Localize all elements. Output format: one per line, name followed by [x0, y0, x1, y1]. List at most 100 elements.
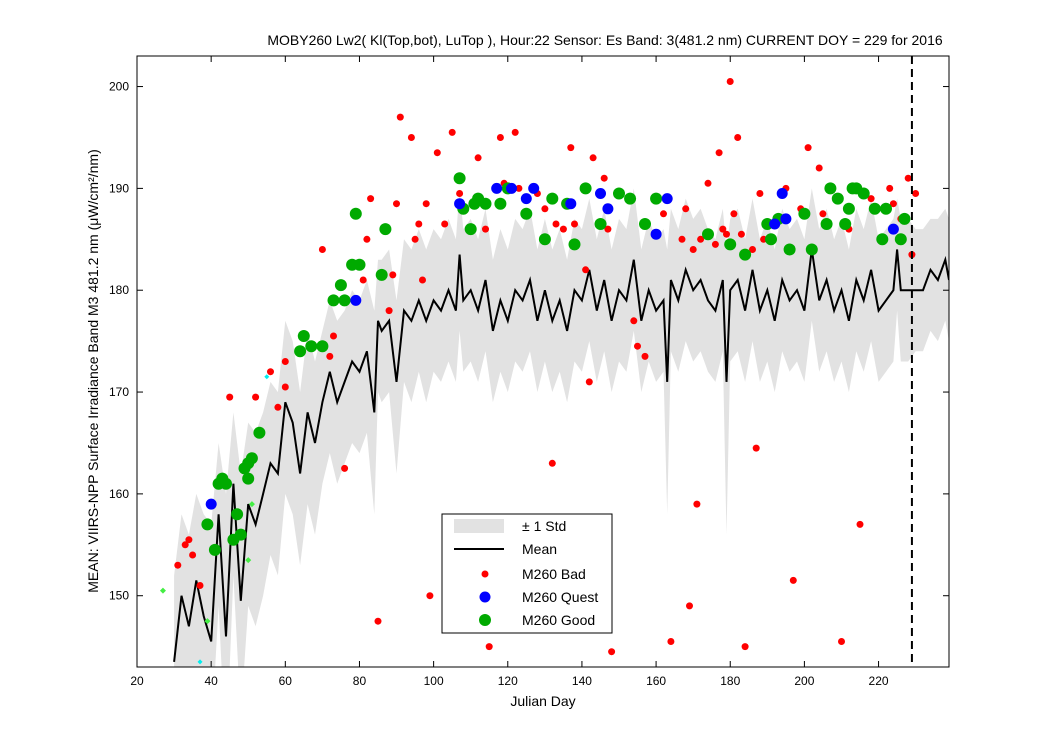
- legend-label-std: ± 1 Std: [522, 518, 566, 534]
- legend-label-quest: M260 Quest: [522, 589, 598, 605]
- bad-point: [185, 536, 193, 544]
- good-point: [624, 192, 637, 205]
- bad-point: [804, 144, 812, 152]
- good-point: [253, 426, 266, 439]
- good-point: [639, 218, 651, 230]
- bad-point: [174, 561, 182, 569]
- x-tick-label: 100: [424, 674, 444, 688]
- bad-point: [433, 149, 441, 157]
- bad-point: [281, 358, 289, 365]
- x-tick-label: 200: [794, 674, 814, 688]
- bad-point: [715, 149, 723, 157]
- x-tick-label: 120: [498, 674, 518, 688]
- bad-point: [726, 78, 734, 85]
- x-tick-label: 160: [646, 674, 666, 688]
- std-band: [174, 188, 949, 667]
- good-point: [231, 508, 244, 521]
- bad-point: [267, 368, 274, 376]
- good-point: [724, 238, 737, 251]
- bad-point: [589, 154, 597, 162]
- good-point: [305, 340, 318, 353]
- bad-point: [411, 235, 419, 243]
- good-point: [464, 223, 477, 236]
- bad-point: [711, 240, 719, 248]
- bad-point: [548, 459, 556, 467]
- good-point: [327, 294, 340, 307]
- good-point: [546, 192, 559, 205]
- good-point: [520, 207, 533, 220]
- legend-swatch-bad: [481, 570, 489, 578]
- y-axis-label: MEAN: VIIRS-NPP Surface Irradiance Band …: [85, 149, 101, 593]
- good-point: [538, 233, 551, 246]
- good-point: [831, 192, 844, 205]
- bad-point: [912, 190, 920, 197]
- good-point: [579, 182, 592, 195]
- quest-point: [506, 182, 517, 194]
- bad-point: [741, 643, 749, 651]
- axes: 20 40 60 80 100 120 140 160 180 200 220 150 160 170 18…: [109, 55, 950, 688]
- x-tick-label: 140: [572, 674, 592, 688]
- bad-point: [363, 235, 371, 243]
- good-point: [868, 202, 881, 215]
- bad-point: [693, 500, 701, 508]
- good-point: [820, 218, 833, 230]
- bad-point: [552, 220, 560, 228]
- legend-box: [441, 513, 613, 634]
- quest-point: [520, 193, 532, 205]
- bad-point: [571, 220, 578, 228]
- x-tick-label: 220: [869, 674, 889, 688]
- bad-point: [686, 602, 693, 610]
- good-point: [839, 218, 852, 230]
- bad-point: [456, 190, 464, 197]
- bad-point: [630, 317, 638, 325]
- bad-point: [634, 342, 641, 350]
- good-point: [898, 212, 911, 225]
- bad-point: [608, 648, 616, 656]
- bad-point: [667, 638, 675, 645]
- good-point: [824, 182, 837, 195]
- bad-point: [226, 393, 234, 401]
- legend-swatch-good: [479, 614, 491, 626]
- good-point: [876, 233, 889, 246]
- good-point: [208, 543, 221, 556]
- bad-point: [448, 128, 456, 136]
- bad-point: [730, 210, 738, 218]
- good-point: [494, 197, 507, 210]
- legend-swatch-quest: [479, 591, 491, 603]
- bad-point: [515, 184, 523, 192]
- bad-point: [604, 225, 612, 233]
- x-tick-label: 60: [279, 674, 293, 688]
- good-point: [857, 187, 870, 200]
- good-point: [201, 518, 214, 531]
- bad-point: [326, 352, 334, 360]
- bad-point: [426, 592, 434, 600]
- x-tick-label: 80: [353, 674, 367, 688]
- x-tick-label: 40: [204, 674, 218, 688]
- bad-point: [856, 520, 864, 528]
- good-point: [334, 279, 347, 292]
- good-point: [375, 268, 388, 281]
- extra-green-point: [248, 501, 255, 508]
- good-point: [379, 223, 392, 236]
- good-point: [765, 233, 777, 246]
- good-point: [479, 197, 492, 210]
- y-tick-label: 160: [109, 487, 129, 501]
- chart-title: MOBY260 Lw2( Kl(Top,bot), LuTop ), Hour:…: [267, 32, 943, 48]
- bad-point: [511, 128, 519, 136]
- y-tick-label: 190: [109, 181, 129, 195]
- legend: ± 1 Std Mean M260 Bad M260 Quest M260 Go…: [441, 513, 613, 634]
- quest-point: [887, 223, 899, 235]
- quest-point: [650, 228, 662, 240]
- good-point: [353, 258, 366, 271]
- extra-cyan-point: [264, 374, 270, 380]
- bad-point: [734, 134, 742, 141]
- extra-green-point: [245, 557, 252, 564]
- bad-point: [886, 184, 894, 192]
- bad-point: [585, 378, 593, 386]
- good-point: [783, 243, 796, 256]
- good-point: [220, 477, 232, 490]
- good-point: [349, 207, 362, 220]
- bad-point: [415, 220, 423, 228]
- bad-point: [196, 582, 204, 589]
